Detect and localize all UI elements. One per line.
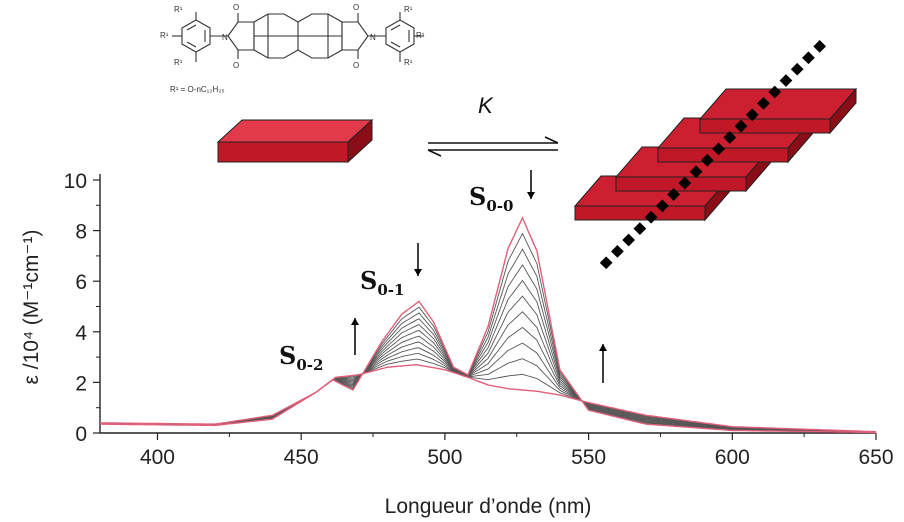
equilibrium-constant-label: K — [478, 93, 494, 118]
y-axis-title: ε /10⁴ (M⁻¹cm⁻¹) — [20, 230, 43, 385]
peak-label: S0-1 — [360, 266, 404, 299]
right-imide-ring — [341, 21, 369, 51]
y-tick-label: 0 — [75, 423, 87, 446]
right-phenyl-ring — [385, 19, 415, 53]
aggregate-stack — [573, 87, 858, 222]
x-tick-label: 550 — [571, 446, 606, 469]
left-phenyl-ring — [181, 19, 211, 53]
monomer-block — [216, 118, 374, 164]
peak-label-subscript: 0-2 — [296, 356, 323, 374]
intermediate-spectrum-curve — [99, 342, 876, 433]
intermediate-spectrum-curve — [100, 279, 876, 433]
structure-label: N — [222, 33, 228, 42]
peak-label-subscript: 0-1 — [377, 281, 404, 299]
intermediate-spectrum-curve — [100, 358, 877, 433]
structure-label: O — [353, 61, 359, 70]
trend-arrowhead — [351, 318, 359, 325]
y-tick-label: 2 — [75, 372, 87, 395]
peak-label-subscript: 0-0 — [486, 197, 513, 215]
trend-arrowhead — [527, 192, 535, 199]
structure-label: R¹ — [174, 5, 183, 14]
structure-label: R¹ — [416, 31, 425, 40]
structure-label: R¹ = O-nC₁₂H₂₅ — [170, 85, 225, 94]
y-tick-label: 6 — [75, 271, 87, 294]
peak-label: S0-0 — [469, 182, 513, 215]
y-tick-label: 10 — [64, 170, 87, 193]
y-axis-label: ε /10⁴ (M⁻¹cm⁻¹) — [20, 230, 43, 385]
aggregate-block — [698, 87, 858, 135]
trend-arrowhead — [414, 269, 422, 276]
y-tick-label: 8 — [75, 221, 87, 244]
structure-label: R¹ — [404, 5, 413, 14]
equilibrium-arrows — [427, 136, 559, 157]
x-tick-label: 650 — [858, 446, 893, 469]
structure-label: N — [370, 33, 376, 42]
structure-label: O — [233, 61, 239, 70]
x-tick-label: 500 — [427, 446, 462, 469]
molecule-labels: R¹ R¹ R¹ R¹ R¹ R¹ O O O O N N R¹ = O-nC₁₂H₂₅ — [160, 3, 425, 94]
trend-arrowhead — [599, 344, 607, 351]
stacking-axis — [599, 36, 830, 270]
structure-label: O — [353, 3, 359, 12]
intermediate-spectrum-curve — [100, 311, 877, 433]
x-axis-label: Longueur d’onde (nm) — [385, 495, 592, 518]
spectrum-series-high — [99, 216, 876, 434]
spectrum-series-low — [100, 363, 877, 433]
x-tick-label: 600 — [715, 446, 750, 469]
intermediate-spectrum-curve — [100, 353, 877, 433]
left-imide-ring — [227, 21, 255, 51]
y-tick-label: 4 — [75, 322, 87, 345]
intermediate-spectrum-curve — [100, 248, 877, 433]
plot-area: 400 450 500 550 600 650 0 2 4 6 8 10 S0-0 S0-1 S0-2 — [64, 170, 894, 469]
structure-label: O — [233, 3, 239, 12]
intermediate-spectrum-curve — [99, 232, 876, 433]
peak-label: S0-2 — [279, 341, 323, 374]
x-tick-label: 450 — [284, 446, 319, 469]
structure-label: R¹ — [160, 31, 169, 40]
structure-label: R¹ — [404, 58, 413, 67]
molecule-structure — [172, 12, 424, 62]
structure-label: R¹ — [174, 58, 183, 67]
x-tick-label: 400 — [140, 446, 175, 469]
